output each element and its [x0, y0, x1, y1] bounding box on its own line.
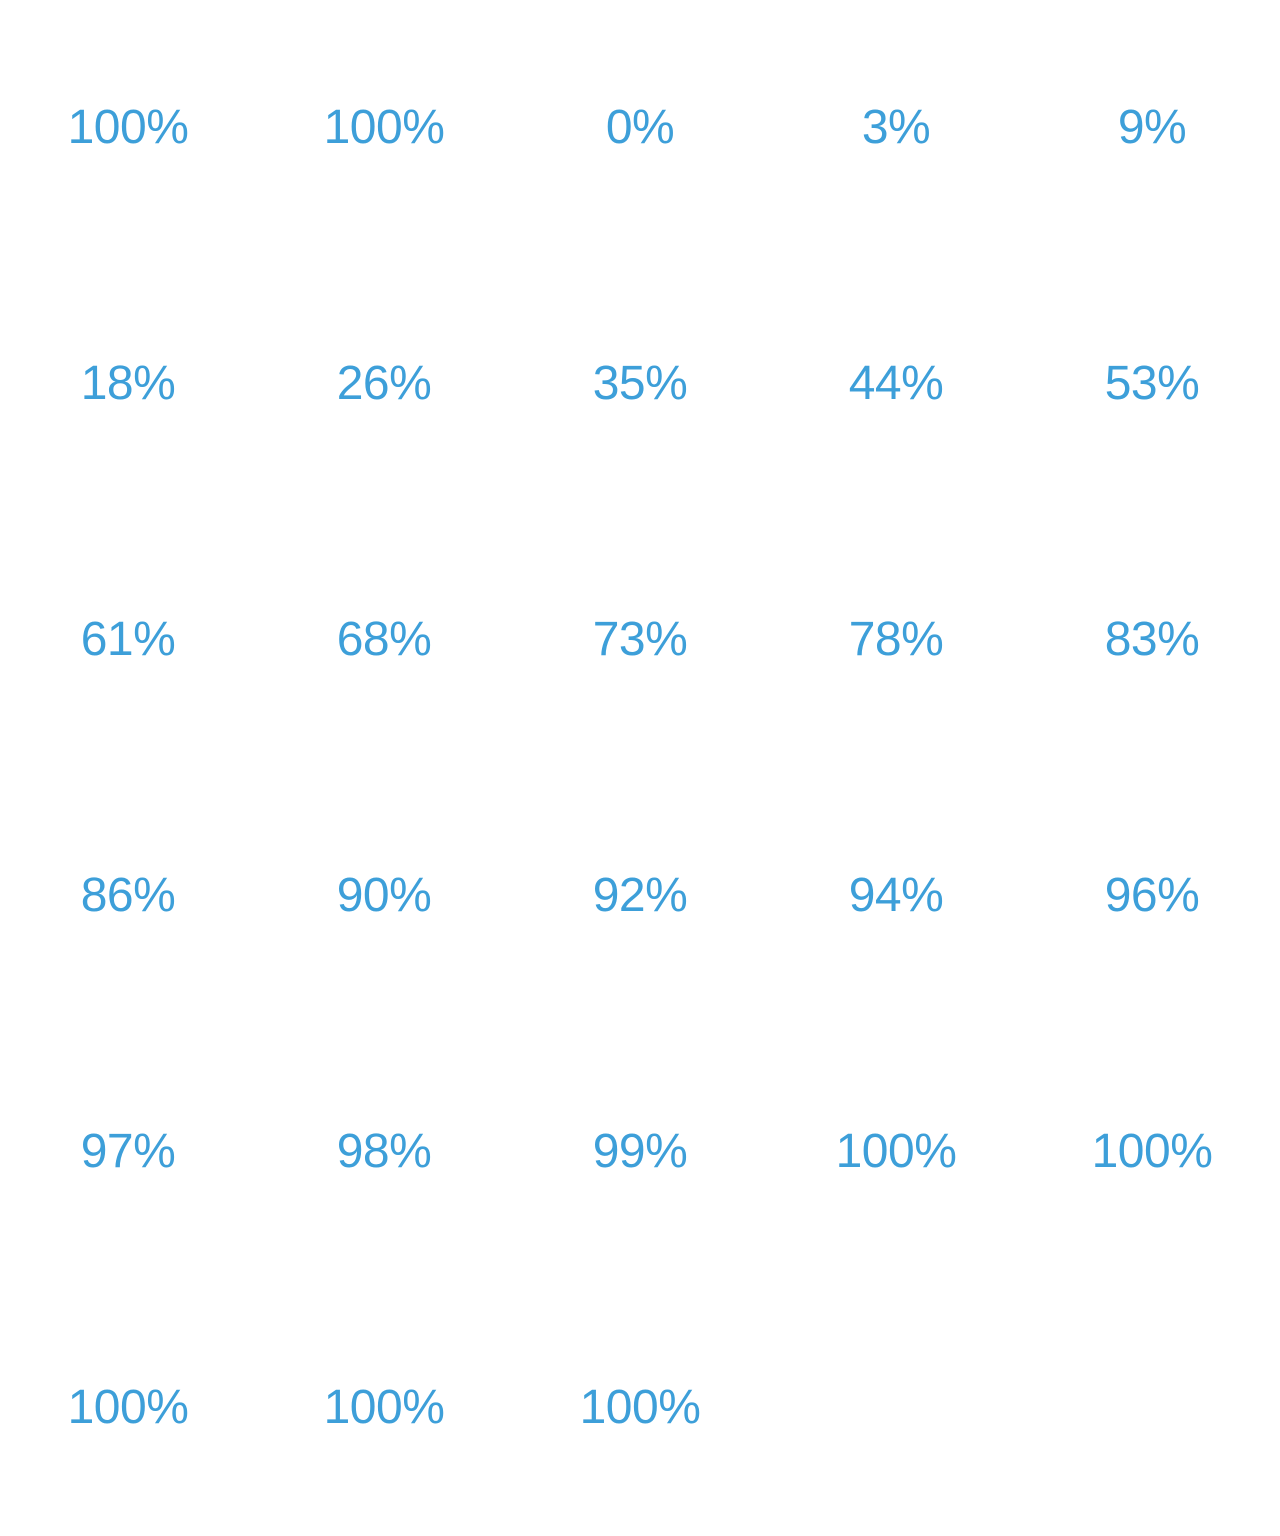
percentage-label: 97% — [80, 1125, 176, 1178]
percentage-label: 83% — [1104, 613, 1200, 666]
percentage-label: 99% — [592, 1125, 688, 1178]
percentage-label: 3% — [861, 101, 931, 154]
percentage-label: 100% — [67, 101, 189, 154]
percentage-label: 73% — [592, 613, 688, 666]
percentage-label: 53% — [1104, 357, 1200, 410]
percentage-label: 98% — [336, 1125, 432, 1178]
percentage-label: 94% — [848, 869, 944, 922]
percentage-label: 44% — [848, 357, 944, 410]
percentage-label: 100% — [323, 1381, 445, 1434]
percentage-label: 86% — [80, 869, 176, 922]
percentage-label: 61% — [80, 613, 176, 666]
percentage-label: 90% — [336, 869, 432, 922]
percentage-label: 9% — [1117, 101, 1187, 154]
percentage-label: 35% — [592, 357, 688, 410]
percentage-label: 68% — [336, 613, 432, 666]
percentage-label: 92% — [592, 869, 688, 922]
percentage-label: 0% — [605, 101, 675, 154]
percentage-label: 96% — [1104, 869, 1200, 922]
percentage-label: 78% — [848, 613, 944, 666]
percentage-label: 100% — [835, 1125, 957, 1178]
percentage-label: 100% — [67, 1381, 189, 1434]
percentage-label: 100% — [323, 101, 445, 154]
percentage-label: 18% — [80, 357, 176, 410]
percentage-label: 26% — [336, 357, 432, 410]
percentage-label: 100% — [579, 1381, 701, 1434]
percentage-label: 100% — [1091, 1125, 1213, 1178]
